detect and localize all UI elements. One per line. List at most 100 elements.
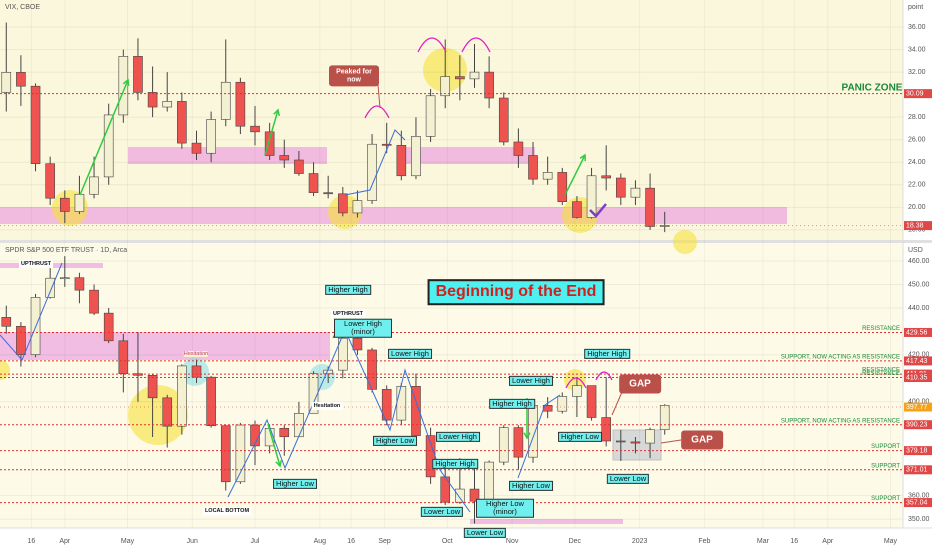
level-label: SUPPORT <box>871 444 900 450</box>
trend-line <box>0 262 63 361</box>
candle-body <box>103 312 114 342</box>
annotation: Lower Low <box>463 527 507 539</box>
candle-body <box>498 427 509 463</box>
candle-body <box>616 440 626 443</box>
y-tick-label: 400.00 <box>908 399 930 406</box>
annotation: Lower Low <box>606 473 650 485</box>
candle-body <box>103 114 114 178</box>
arc <box>595 371 613 381</box>
price-tag <box>904 446 932 456</box>
x-tick-label: Sep <box>378 538 391 545</box>
annotation: Higher High <box>489 398 535 410</box>
candle-body <box>601 175 611 179</box>
arrow <box>264 109 279 156</box>
price-tag <box>904 89 932 99</box>
arrow-head <box>273 108 281 117</box>
candle-body <box>411 386 421 436</box>
annotation: Lower Low <box>420 506 464 518</box>
candle-body <box>250 125 260 133</box>
candle-body <box>118 56 129 116</box>
candle-body <box>659 405 670 431</box>
candle-body <box>586 175 597 218</box>
candle-body <box>440 476 451 503</box>
candle-body <box>411 136 421 177</box>
arc <box>417 37 447 53</box>
candle-body <box>279 428 290 438</box>
level-label: RESISTANCE <box>862 371 900 377</box>
level-label: SUPPORT, NOW ACTING AS RESISTANCE <box>781 354 900 360</box>
candle-body <box>59 197 70 212</box>
candle-body <box>542 405 553 412</box>
x-tick-label: Jun <box>187 538 198 545</box>
price-tag <box>904 420 932 430</box>
candle-body <box>557 172 568 202</box>
annotation: Lower High <box>388 348 432 360</box>
y-tick-label: 36.00 <box>908 24 926 31</box>
panel-bg <box>0 0 903 240</box>
candle-body <box>425 95 436 137</box>
candle-body <box>586 385 597 418</box>
candle-body <box>177 101 187 144</box>
candle-body <box>264 131 275 156</box>
annotation: PANIC ZONE <box>841 82 903 94</box>
x-tick-label: May <box>121 538 135 545</box>
arc <box>461 37 491 53</box>
candle-body <box>513 141 524 156</box>
candle-body <box>220 81 231 120</box>
candle-body <box>308 173 319 193</box>
candle-body <box>367 143 377 201</box>
axis-unit: USD <box>908 247 923 254</box>
candle-body <box>455 488 465 503</box>
annotation: Higher High <box>432 458 478 470</box>
y-tick-label: 34.00 <box>908 46 926 53</box>
y-tick-label: 20.00 <box>908 204 926 211</box>
candle-body <box>557 396 568 412</box>
price-tag-label: 397.77 <box>906 404 928 411</box>
callout <box>611 391 623 416</box>
candle-body <box>601 417 611 442</box>
annotation: Higher High <box>325 284 371 296</box>
price-tag <box>904 402 932 412</box>
price-tag-label: 379.18 <box>906 447 928 454</box>
arrow <box>267 423 281 467</box>
x-tick-label: Dec <box>569 538 582 545</box>
candle-body <box>294 412 304 438</box>
candle-body <box>630 187 641 198</box>
candle-body <box>45 163 55 199</box>
candle-body <box>381 143 392 146</box>
y-tick-label: 440.00 <box>908 305 930 312</box>
candle-body <box>469 71 480 80</box>
price-tag <box>904 221 932 231</box>
annotation: Lower High <box>436 431 480 443</box>
candle-body <box>323 369 333 374</box>
candle-body <box>89 176 99 195</box>
price-tag-label: 417.43 <box>906 358 928 365</box>
candle-body <box>162 397 173 427</box>
candle-body <box>484 461 494 502</box>
candle-body <box>59 277 70 280</box>
annotation: UPTHRUST <box>19 259 53 269</box>
candle-body <box>381 389 392 421</box>
candle-body <box>118 340 129 374</box>
candle-body <box>528 405 538 458</box>
zone <box>400 147 535 164</box>
y-tick-label: 32.00 <box>908 69 926 76</box>
candle-body <box>323 192 333 195</box>
candle-body <box>279 155 290 161</box>
candle-body <box>396 386 407 421</box>
annotation: Higher Low <box>558 431 602 443</box>
zone <box>0 332 330 360</box>
candle-body <box>191 142 202 154</box>
x-tick-label: Feb <box>698 538 710 545</box>
candle-body <box>645 429 655 444</box>
callout <box>377 84 381 109</box>
candle-body <box>89 289 99 314</box>
x-tick-label: Oct <box>442 538 453 545</box>
candle-body <box>74 193 85 212</box>
y-tick-label: 22.00 <box>908 182 926 189</box>
level-label: RESISTANCE <box>862 368 900 374</box>
zone <box>470 519 623 524</box>
price-tag-label: 30.09 <box>906 90 924 97</box>
y-tick-label: 350.00 <box>908 516 930 523</box>
candle-body <box>177 365 187 427</box>
